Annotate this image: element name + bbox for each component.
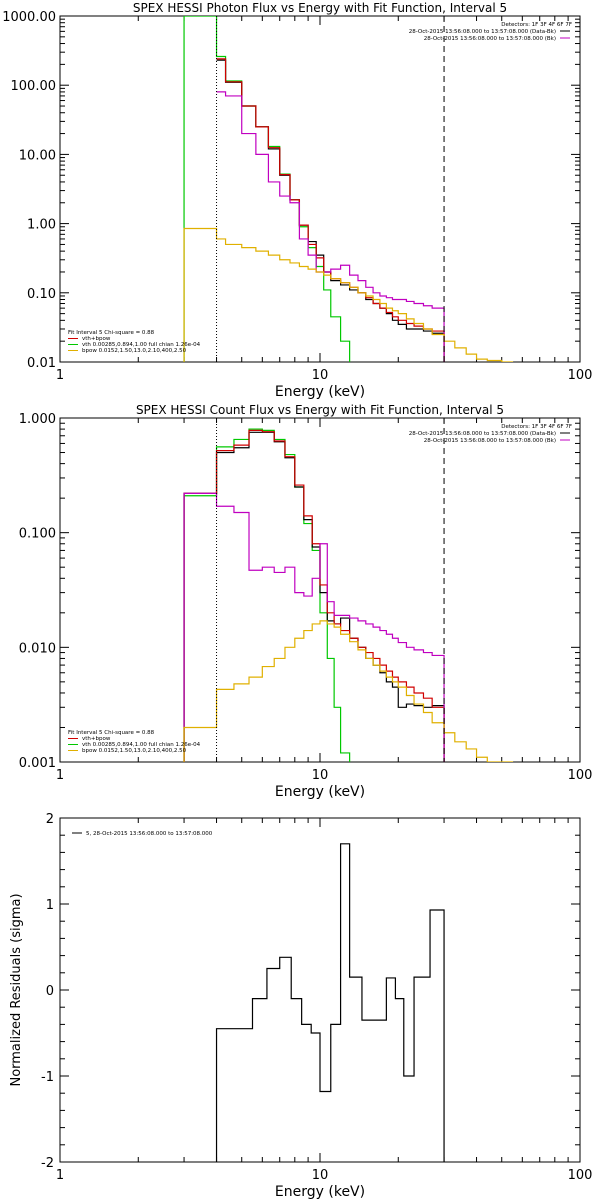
- legend-entry: bpow 0.0152,1.50,13.0,2.10,400,2.50: [82, 748, 187, 754]
- plot-title: SPEX HESSI Count Flux vs Energy with Fit…: [136, 403, 504, 417]
- panel-residuals: -2 -1 0 1 2 1 10 100 Energy (keV) Normalized Resi…: [9, 812, 592, 1200]
- series-total: [216, 58, 445, 362]
- resid-y-axis-label: Normalized Residuals (sigma): [9, 893, 24, 1086]
- series-bk: [216, 91, 445, 362]
- series-vth: [183, 428, 351, 762]
- panel-count: SPEX HESSI Count Flux vs Energy with Fit…: [19, 403, 593, 800]
- ytick-label: 0.010: [19, 641, 56, 656]
- plot-area: [183, 418, 514, 762]
- plot-xtick-label: 10: [312, 768, 329, 783]
- resid-ytick-label: 1: [46, 898, 54, 913]
- legend-entry: vth 0.00285,0.894,1.00 full chian 1.26e-…: [82, 342, 201, 348]
- plot-xtick-label: 100: [568, 768, 593, 783]
- x-axis-label: Energy (keV): [275, 784, 365, 800]
- series-bk: [183, 492, 445, 762]
- ytick-label: 0.001: [19, 756, 56, 771]
- ytick-label: 100.00: [11, 79, 57, 94]
- plot-xtick-label: 1: [56, 768, 64, 783]
- resid-x-axis-label: Energy (keV): [275, 1184, 365, 1200]
- info-line: 28-Oct-2015 13:56:08.000 to 13:57:08.000…: [409, 29, 556, 35]
- x-axis-label: Energy (keV): [275, 384, 365, 400]
- legend-title: Fit Interval 5 Chi-square = 0.88: [68, 730, 155, 736]
- series-data: [183, 431, 445, 762]
- series-bpow: [183, 620, 514, 762]
- resid-legend: 5, 28-Oct-2015 13:56:08.000 to 13:57:08.…: [86, 831, 213, 837]
- info-line: Detectors: 1F 3F 4F 6F 7F: [501, 22, 572, 28]
- resid-ytick-label: -2: [41, 1156, 54, 1171]
- series-vth: [183, 16, 351, 362]
- plot-xtick-label: 1: [56, 368, 64, 383]
- ytick-label: 0.10: [27, 287, 56, 302]
- residual-series: [215, 843, 445, 1162]
- plot-frame: [59, 15, 581, 363]
- plot-title: SPEX HESSI Photon Flux vs Energy with Fi…: [133, 1, 507, 15]
- plot-xtick-label: 100: [568, 368, 593, 383]
- ytick-label: 10.00: [19, 148, 56, 163]
- resid-xtick-label: 10: [312, 1168, 329, 1183]
- legend-entry: bpow 0.0152,1.50,13.0,2.10,400,2.50: [82, 348, 187, 354]
- legend-entry: vth 0.00285,0.894,1.00 full chian 1.26e-…: [82, 742, 201, 748]
- ytick-label: 1000.00: [2, 10, 56, 25]
- resid-xtick-label: 1: [56, 1168, 64, 1183]
- resid-ytick-label: 0: [46, 984, 54, 999]
- series-total: [183, 429, 445, 762]
- resid-ytick-label: -1: [41, 1070, 54, 1085]
- info-line: Detectors: 1F 3F 4F 6F 7F: [501, 424, 572, 430]
- info-line: 28-Oct-2015 13:56:08.000 to 13:57:08.000…: [409, 431, 556, 437]
- ytick-label: 1.00: [27, 218, 56, 233]
- ytick-label: 0.01: [27, 356, 56, 371]
- info-line: 28-Oct-2015 13:56:08.000 to 13:57:08.000…: [424, 438, 556, 444]
- info-line: 28-Oct-2015 13:56:08.000 to 13:57:08.000…: [424, 36, 556, 42]
- resid-frame: [59, 817, 581, 1163]
- resid-xtick-label: 100: [568, 1168, 593, 1183]
- legend-title: Fit Interval 5 Chi-square = 0.88: [68, 330, 155, 336]
- series-bpow: [183, 227, 514, 362]
- plot-xtick-label: 10: [312, 368, 329, 383]
- legend-entry: vth+bpow: [82, 736, 111, 742]
- series-data: [216, 59, 445, 362]
- plot-area: [183, 16, 514, 362]
- ytick-label: 1.000: [19, 412, 56, 427]
- panel-photon: SPEX HESSI Photon Flux vs Energy with Fi…: [2, 1, 593, 400]
- legend-entry: vth+bpow: [82, 336, 111, 342]
- ytick-label: 0.100: [19, 527, 56, 542]
- resid-ytick-label: 2: [46, 812, 54, 827]
